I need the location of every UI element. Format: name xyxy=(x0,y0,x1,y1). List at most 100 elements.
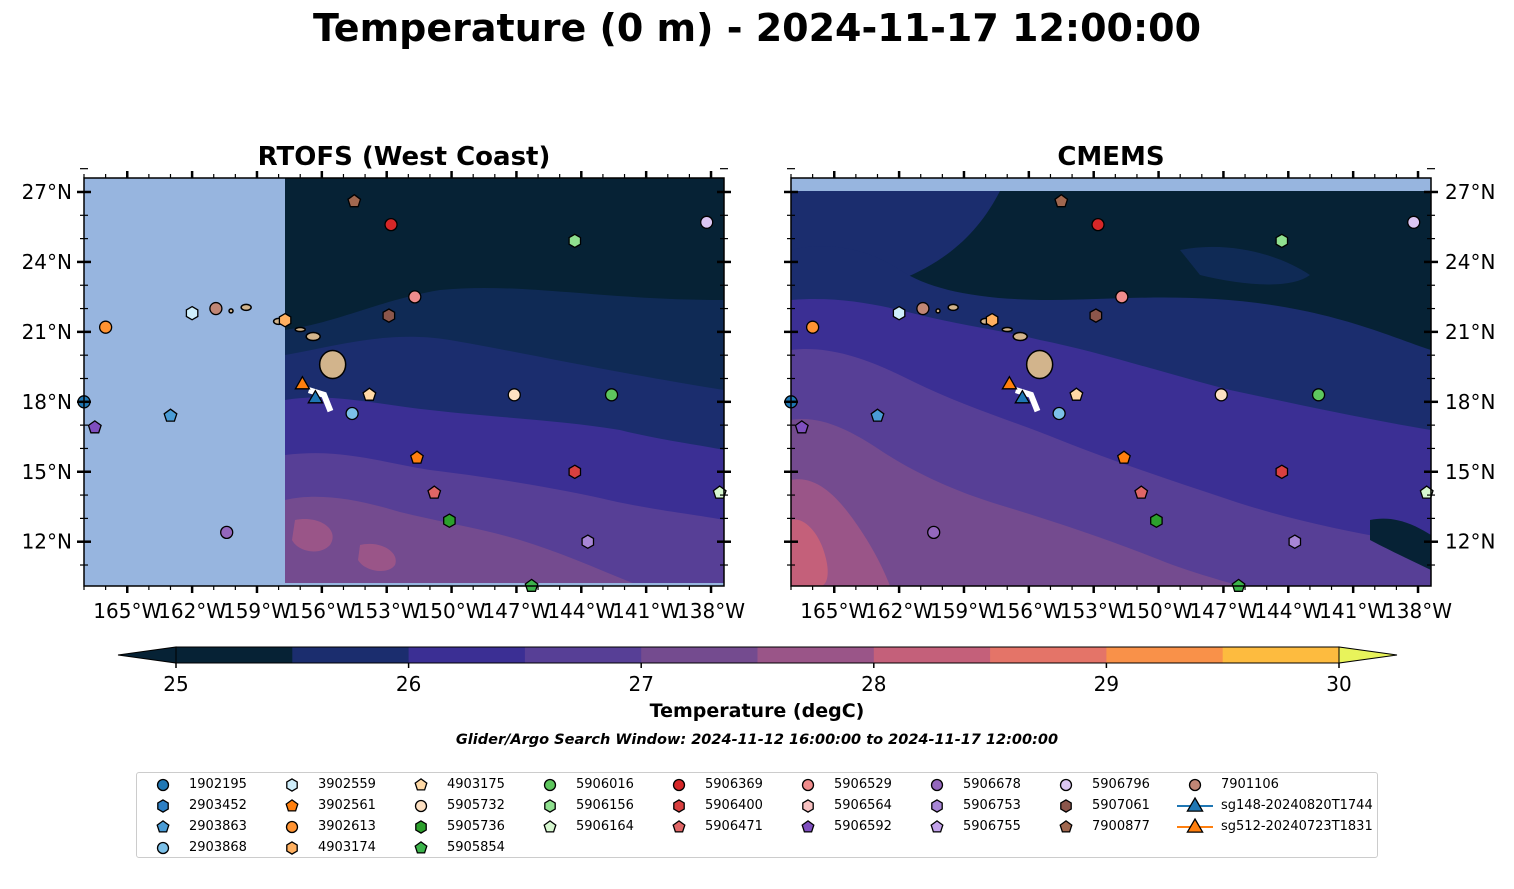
cmems-marker-5906369 xyxy=(1091,217,1105,232)
legend-symbol xyxy=(414,841,428,854)
cmems-lat-label: 12°N xyxy=(1445,530,1495,554)
legend-label: 5906796 xyxy=(1092,777,1150,792)
legend-label: 5906529 xyxy=(834,777,892,792)
cmems-marker-2903863 xyxy=(870,408,885,422)
legend-marker-icon xyxy=(930,820,944,833)
rtofs-islands xyxy=(228,303,347,380)
cmems-frame xyxy=(790,177,1432,587)
colorbar-segment xyxy=(176,647,293,663)
colorbar-extend-max xyxy=(1338,646,1398,664)
cmems-marker-3902613 xyxy=(805,320,820,334)
cmems-lon-label: 159°W xyxy=(930,599,998,623)
cmems-marker-5906796 xyxy=(1407,215,1421,229)
legend-symbol xyxy=(801,778,815,792)
colorbar-segment xyxy=(408,647,526,663)
legend-marker-icon xyxy=(1059,820,1073,833)
colorbar-tick-label: 28 xyxy=(861,672,886,696)
colorbar-tick-label: 26 xyxy=(396,672,421,696)
cmems-marker-7901106 xyxy=(916,301,930,316)
rtofs-marker-5906016 xyxy=(604,388,619,402)
colorbar-tick-label: 29 xyxy=(1094,672,1119,696)
legend-marker-icon xyxy=(285,799,299,812)
legend-label: 5906592 xyxy=(834,819,892,834)
rtofs-lon-label: 165°W xyxy=(93,599,161,623)
legend-marker-icon xyxy=(1177,796,1213,812)
rtofs-marker-4903175 xyxy=(362,387,377,401)
cmems-marker-2903868 xyxy=(1052,406,1066,421)
rtofs-map-panel xyxy=(84,178,724,586)
rtofs-marker-5905736 xyxy=(443,513,456,529)
cmems-lat-label: 27°N xyxy=(1445,180,1495,204)
legend-label: 5906016 xyxy=(576,777,634,792)
cmems-temperature-field xyxy=(791,191,1431,586)
rtofs-marker-5906529 xyxy=(408,290,422,304)
colorbar-tick-label: 25 xyxy=(163,672,188,696)
legend-symbol xyxy=(543,778,557,792)
legend-label: 2903863 xyxy=(189,819,247,834)
cmems-lat-label: 18°N xyxy=(1445,390,1495,414)
cmems-float-markers xyxy=(784,193,1434,592)
legend-symbol xyxy=(1186,817,1204,833)
rtofs-marker-7900877 xyxy=(347,193,362,208)
rtofs-map-title: RTOFS (West Coast) xyxy=(257,142,551,172)
search-window-text: Glider/Argo Search Window: 2024-11-12 16… xyxy=(455,732,1059,748)
colorbar-segment xyxy=(1106,647,1224,663)
legend-marker-icon xyxy=(414,778,428,791)
colorbar-segment xyxy=(1222,647,1340,663)
colorbar-tick-label: 27 xyxy=(628,672,653,696)
colorbar-segment xyxy=(757,647,875,663)
cmems-marker-5905736 xyxy=(1150,513,1163,529)
cmems-marker-5905732 xyxy=(1214,388,1228,402)
legend-symbol xyxy=(1059,778,1073,792)
legend-symbol xyxy=(286,841,298,855)
rtofs-marker-5906592 xyxy=(87,420,102,434)
cmems-islands xyxy=(935,303,1054,380)
legend-symbol xyxy=(672,820,686,833)
legend-marker-icon xyxy=(415,820,427,834)
rtofs-temperature-field xyxy=(285,178,724,583)
rtofs-island xyxy=(228,308,234,314)
rtofs-lon-label: 144°W xyxy=(547,599,615,623)
legend-marker-icon xyxy=(1059,778,1073,792)
rtofs-lon-label: 159°W xyxy=(223,599,291,623)
legend-symbol xyxy=(156,841,170,855)
colorbar: 25 26 27 28 29 30 xyxy=(117,646,1398,696)
legend-label: 5906400 xyxy=(705,798,763,813)
legend-symbol xyxy=(1060,799,1072,813)
cmems-overlay: 165°W162°W159°W156°W153°W150°W147°W144°W… xyxy=(784,168,1495,623)
legend-symbol xyxy=(156,778,170,792)
legend-marker-icon xyxy=(802,799,814,813)
legend-symbol xyxy=(156,820,170,833)
map-figure: 165°W162°W159°W156°W153°W150°W147°W144°W… xyxy=(22,168,1495,696)
cmems-island xyxy=(935,308,941,314)
legend-symbol xyxy=(414,799,428,813)
legend-symbol xyxy=(544,799,556,813)
legend-symbol xyxy=(285,820,299,834)
cmems-map-panel xyxy=(791,178,1431,586)
rtofs-glider-track xyxy=(307,387,334,413)
rtofs-lon-label: 138°W xyxy=(677,599,745,623)
rtofs-island xyxy=(318,349,347,380)
colorbar-extend-min xyxy=(117,646,177,664)
legend-symbol xyxy=(930,778,944,792)
cmems-lon-label: 156°W xyxy=(995,599,1063,623)
rtofs-lon-label: 141°W xyxy=(612,599,680,623)
legend-label: 4903175 xyxy=(447,777,505,792)
legend-label: 5906369 xyxy=(705,777,763,792)
rtofs-marker-5906156 xyxy=(568,233,582,249)
rtofs-marker-2903863 xyxy=(163,408,178,422)
legend-label: 4903174 xyxy=(318,840,376,855)
cmems-marker-3902559 xyxy=(892,305,906,321)
rtofs-marker-5906471 xyxy=(427,485,442,499)
legend-marker-icon xyxy=(285,820,299,834)
rtofs-marker-5906369 xyxy=(384,217,398,232)
legend-marker-icon xyxy=(801,778,815,792)
legend-symbol xyxy=(802,799,814,813)
legend-label: 3902561 xyxy=(318,798,376,813)
cmems-lat-label: 24°N xyxy=(1445,250,1495,274)
rtofs-lat-label: 24°N xyxy=(22,250,72,274)
legend-label: sg148-20240820T1744 xyxy=(1221,798,1373,813)
cmems-glider-track xyxy=(1014,387,1041,413)
legend-label: 5906156 xyxy=(576,798,634,813)
legend-label: 5905736 xyxy=(447,819,505,834)
